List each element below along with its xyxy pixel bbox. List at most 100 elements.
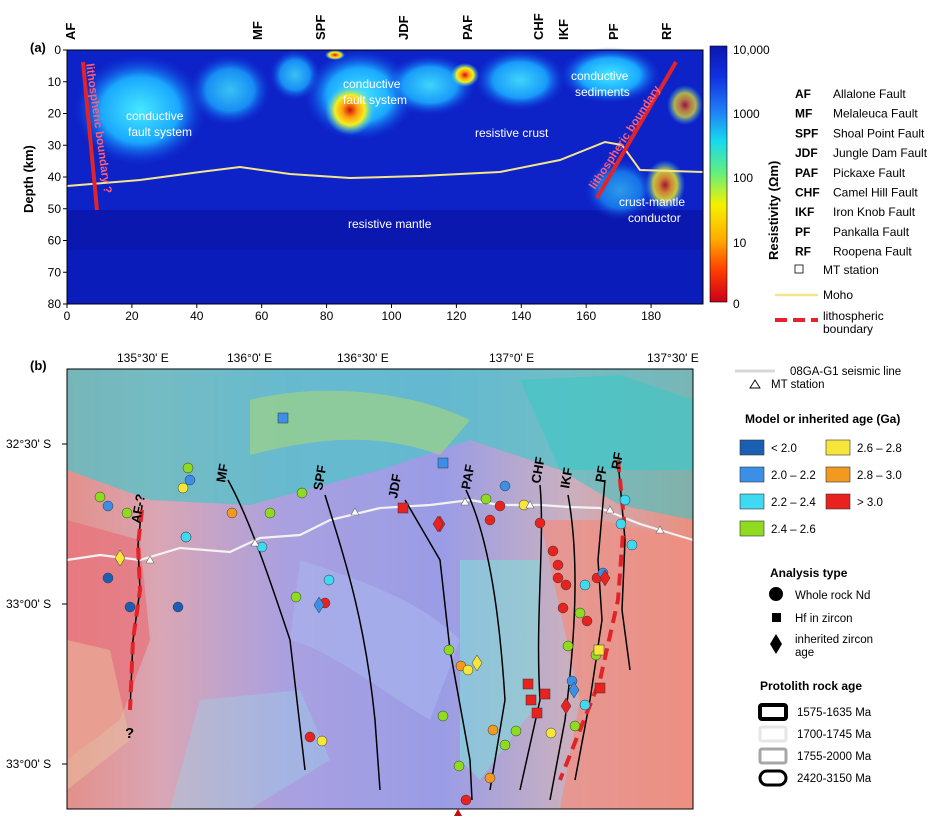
- y-tick-label: 80: [48, 297, 62, 311]
- legend-fault-abbr: JDF: [795, 146, 818, 160]
- longitude-ticks: 135°30' E 136°0' E 136°30' E 137°0' E 137°30…: [117, 351, 699, 365]
- legend-fault-abbr: SPF: [795, 126, 818, 140]
- fault-pf: [574, 479, 606, 781]
- sample-circle: [581, 615, 593, 627]
- sample-square: [594, 682, 606, 694]
- fault-top-label-ikf: IKF: [556, 19, 571, 40]
- legend-fault-name: Shoal Point Fault: [833, 126, 925, 140]
- sample-square: [397, 502, 409, 514]
- protolith-swatch: [758, 769, 788, 787]
- sample-circle: [453, 760, 465, 772]
- sample-diamond: [313, 596, 325, 614]
- y-axis-ticks: 0 10 20 30 40 50 60 70 80: [48, 43, 67, 311]
- x-tick-label: 60: [255, 309, 269, 323]
- legend-fault-name: Iron Knob Fault: [833, 205, 916, 219]
- legend-lith-1: lithospheric: [823, 309, 884, 323]
- y-tick-label: 20: [48, 107, 62, 121]
- map-fault-label: CHF: [528, 456, 547, 485]
- mt-station-symbol: [794, 264, 804, 274]
- sample-circle: [494, 500, 506, 512]
- age-label: 2.6 – 2.8: [857, 443, 902, 455]
- sample-circle: [579, 579, 591, 591]
- x-tick-label: 140: [511, 309, 531, 323]
- protolith-swatch: [758, 725, 788, 743]
- lith-boundary-left: [81, 61, 99, 211]
- legend-fault-name: Jungle Dam Fault: [833, 146, 928, 160]
- colorbar-tick-label: 10,000: [733, 43, 770, 57]
- y-axis-label: Depth (km): [21, 145, 36, 213]
- map-mt-triangle: [460, 497, 470, 506]
- sample-circle: [487, 724, 499, 736]
- age-swatch: [739, 520, 765, 537]
- sample-square: [525, 694, 537, 706]
- annot-crust-mantle-2: conductor: [628, 211, 681, 225]
- y-tick-label: 30: [48, 138, 62, 152]
- fault-top-label-jdf: JDF: [396, 15, 411, 40]
- lith-boundary-af: [128, 509, 144, 711]
- lon-tick-label: 137°30' E: [647, 351, 699, 365]
- sample-circle: [557, 602, 569, 614]
- fault-legend: AF Allalone Fault MF Melaleuca Fault SPF Shoa…: [795, 87, 928, 259]
- sample-circle: [316, 735, 328, 747]
- legend-mt-station-b: MT station: [771, 379, 824, 391]
- colorbar-tick-label: 100: [733, 171, 753, 185]
- legend-fault-abbr: MF: [795, 107, 812, 121]
- y-tick-label: 0: [54, 43, 61, 57]
- sample-circle: [560, 579, 572, 591]
- fault-top-label-rf: RF: [659, 23, 674, 40]
- age-swatch: [739, 493, 765, 510]
- fault-top-label-af: AF: [63, 23, 78, 40]
- analysis-inherited-1: inherited zircon: [795, 634, 873, 646]
- sample-circle: [264, 507, 276, 519]
- age-swatch: [825, 493, 851, 510]
- protolith-legend: 1575-1635 Ma 1700-1745 Ma 1755-2000 Ma 2420…: [758, 703, 872, 787]
- colorbar: [709, 45, 728, 303]
- x-tick-label: 20: [125, 309, 139, 323]
- colorbar-label: Resistivity (Ωm): [766, 161, 781, 260]
- sample-circle: [460, 794, 472, 806]
- sample-circle: [552, 559, 564, 571]
- x-tick-label: 0: [64, 309, 71, 323]
- age-swatch: [825, 466, 851, 483]
- protolith-title: Protolith rock age: [760, 679, 862, 693]
- sample-circle: [574, 607, 586, 619]
- annot-cond-sed-2: sediments: [575, 85, 630, 99]
- annot-resistive-mantle: resistive mantle: [348, 217, 432, 231]
- map-mt-triangle: [605, 505, 615, 514]
- sample-circle: [484, 514, 496, 526]
- legend-seismic-line: 08GA-G1 seismic line: [790, 366, 901, 378]
- y-tick-label: 50: [48, 202, 62, 216]
- sample-square: [593, 644, 605, 656]
- legend-fault-name: Allalone Fault: [833, 87, 906, 101]
- latitude-ticks: 32°30' S 33°00' S 33°00' S: [6, 437, 67, 771]
- sample-circle: [499, 739, 511, 751]
- map-fault-label: PAF: [458, 463, 477, 490]
- fault-paf: [465, 489, 506, 791]
- lon-tick-label: 136°30' E: [337, 351, 389, 365]
- legend-fault-name: Pankalla Fault: [833, 225, 910, 239]
- sample-circle: [547, 545, 559, 557]
- colorbar-tick-label: 1000: [733, 107, 760, 121]
- legend-fault-name: Camel Hill Fault: [833, 186, 918, 200]
- y-tick-label: 10: [48, 75, 62, 89]
- legend-fault-name: Pickaxe Fault: [833, 166, 906, 180]
- map-mt-triangle: [655, 525, 665, 534]
- protolith-label: 1575-1635 Ma: [797, 707, 872, 719]
- age-legend-title: Model or inherited age (Ga): [745, 412, 900, 426]
- sample-circle: [562, 640, 574, 652]
- sample-diamond: [114, 549, 126, 567]
- lon-tick-label: 136°0' E: [227, 351, 272, 365]
- sample-circle: [102, 572, 114, 584]
- x-tick-label: 180: [641, 309, 661, 323]
- annot-cond-fault-left-2: fault system: [128, 125, 192, 139]
- sample-circle: [552, 572, 564, 584]
- sample-circle: [619, 494, 631, 506]
- sample-circle: [182, 462, 194, 474]
- legend-fault-abbr: AF: [795, 87, 811, 101]
- arrow-marker-icon: [454, 809, 462, 816]
- map-mt-triangle: [250, 538, 260, 547]
- sample-circle: [304, 731, 316, 743]
- sample-circle: [184, 474, 196, 486]
- sample-circle: [626, 539, 638, 551]
